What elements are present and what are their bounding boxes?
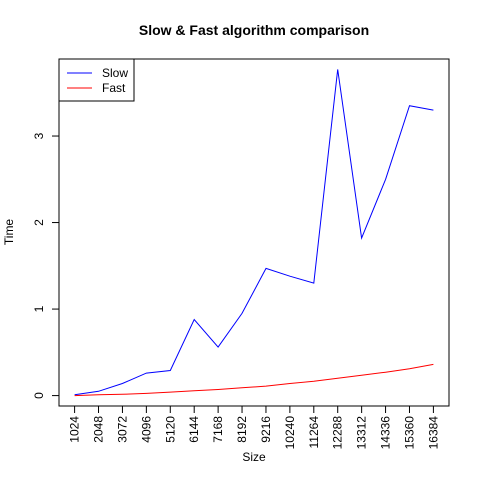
legend-label-fast: Fast	[102, 81, 126, 95]
x-tick-label: 13312	[355, 416, 369, 450]
y-tick-label: 1	[32, 305, 46, 312]
legend-box	[58, 58, 135, 102]
x-tick-label: 15360	[402, 416, 416, 450]
x-tick-label: 14336	[379, 416, 393, 450]
x-tick-label: 6144	[187, 416, 201, 443]
x-tick-label: 2048	[92, 416, 106, 443]
y-axis-label: Time	[2, 219, 16, 246]
series-line-slow	[74, 69, 434, 396]
x-tick-label: 7168	[211, 416, 225, 443]
x-tick-label: 5120	[163, 416, 177, 443]
x-tick-label: 3072	[115, 416, 129, 443]
chart-title: Slow & Fast algorithm comparison	[139, 22, 369, 38]
x-axis: 1024 2048 3072 4096 5120 6144 7168 8192 9216 1024…	[68, 405, 440, 450]
plot-frame	[58, 58, 450, 407]
x-axis-label: Size	[242, 450, 266, 464]
x-tick-label: 11264	[307, 416, 321, 449]
x-tick-label: 16384	[426, 416, 440, 450]
y-tick-label: 0	[32, 392, 46, 399]
y-axis: 0 1 2 3	[32, 132, 60, 399]
x-tick-label: 12288	[331, 416, 345, 450]
legend-label-slow: Slow	[102, 66, 128, 80]
x-tick-label: 9216	[259, 416, 273, 443]
y-tick-label: 2	[32, 219, 46, 226]
x-tick-label: 10240	[283, 416, 297, 450]
series-line-fast	[74, 363, 434, 397]
x-tick-label: 8192	[235, 416, 249, 443]
y-tick-label: 3	[32, 132, 46, 139]
series-layer	[74, 69, 434, 397]
x-tick-label: 4096	[139, 416, 153, 443]
x-tick-label: 1024	[68, 416, 82, 443]
